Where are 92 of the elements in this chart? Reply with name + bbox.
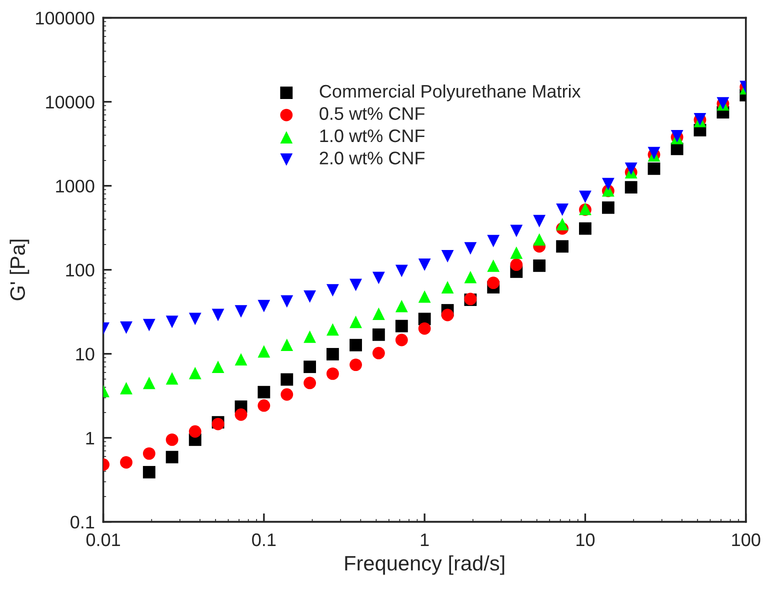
x-tick-label: 100	[732, 533, 760, 546]
point	[280, 295, 294, 308]
point	[395, 334, 408, 346]
point	[304, 330, 316, 343]
point	[142, 376, 156, 390]
point	[579, 190, 592, 204]
point	[212, 308, 224, 322]
point	[487, 259, 500, 272]
point	[166, 433, 178, 446]
point	[280, 388, 294, 401]
point	[579, 222, 592, 235]
x-tick-label: 10	[576, 533, 595, 546]
point	[418, 322, 431, 335]
point	[533, 233, 546, 246]
x-tick-label: 1	[420, 534, 429, 546]
legend-label: Commercial Polyurethane Matrix	[320, 84, 581, 102]
y-tick-label: 1000	[56, 180, 94, 193]
point	[372, 308, 385, 320]
point	[326, 367, 339, 380]
y-tick-label: 10000	[46, 96, 94, 109]
point	[166, 372, 178, 385]
point	[234, 305, 248, 318]
point	[441, 308, 454, 322]
point	[395, 264, 408, 278]
point	[441, 250, 454, 262]
point	[280, 373, 294, 386]
point	[258, 300, 270, 312]
x-axis-title: Frequency [rad/s]	[345, 555, 504, 575]
point	[326, 284, 339, 297]
point	[556, 218, 569, 230]
point	[304, 376, 316, 390]
point	[142, 318, 156, 332]
point	[487, 234, 500, 248]
point	[395, 320, 408, 332]
point	[418, 290, 431, 303]
point	[326, 348, 339, 360]
y-tick-label: 0.1	[70, 516, 94, 529]
point	[648, 162, 660, 175]
legend-label: 2.0 wt% CNF	[320, 152, 425, 164]
point	[188, 425, 202, 438]
point	[258, 345, 270, 358]
y-tick-label: 100	[66, 264, 94, 277]
point	[326, 323, 339, 336]
point	[602, 178, 614, 190]
point	[166, 316, 178, 328]
point	[234, 408, 248, 421]
point	[166, 450, 178, 464]
point	[258, 399, 270, 412]
point	[350, 338, 362, 352]
point	[188, 366, 202, 380]
point	[464, 242, 477, 255]
x-tick-label: 0.1	[252, 533, 276, 546]
point	[533, 214, 546, 228]
x-tick-label: 0.01	[86, 533, 120, 546]
point	[624, 181, 638, 194]
point	[142, 466, 156, 478]
y-axis-title: G' [Pa]	[10, 240, 30, 300]
point	[350, 278, 362, 292]
legend-label: 0.5 wt% CNF	[320, 107, 425, 120]
point	[280, 338, 294, 352]
point	[372, 328, 385, 341]
point	[350, 358, 362, 372]
point	[395, 300, 408, 312]
point	[372, 272, 385, 284]
point	[510, 258, 523, 271]
legend-label: 1.0 wt% CNF	[320, 129, 425, 142]
point	[510, 224, 523, 238]
y-tick-label: 1	[86, 432, 94, 444]
point	[533, 259, 546, 272]
point	[304, 360, 316, 374]
point	[418, 258, 431, 271]
point	[188, 312, 202, 326]
point	[556, 203, 569, 216]
point	[441, 281, 454, 294]
point	[120, 382, 132, 394]
point	[602, 201, 614, 214]
point	[464, 270, 477, 284]
point	[350, 316, 362, 328]
point	[304, 290, 316, 303]
point	[510, 246, 523, 259]
point	[212, 360, 224, 374]
point	[258, 386, 270, 398]
point	[120, 456, 132, 469]
point	[487, 276, 500, 290]
y-tick-label: 100000	[36, 12, 94, 25]
point	[142, 447, 156, 460]
point	[120, 321, 132, 334]
y-tick-label: 10	[76, 348, 94, 361]
point	[556, 240, 569, 253]
point	[234, 353, 248, 366]
point	[372, 346, 385, 360]
point	[624, 162, 638, 175]
